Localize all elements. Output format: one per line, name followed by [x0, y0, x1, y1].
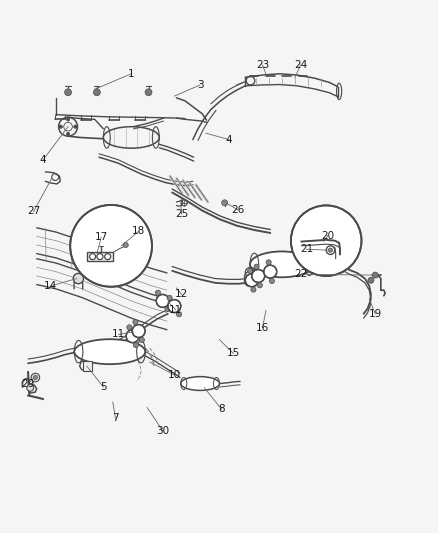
Text: 11: 11: [169, 304, 182, 314]
Text: 23: 23: [255, 60, 268, 70]
Circle shape: [250, 287, 255, 292]
Bar: [87, 252, 113, 261]
Text: 1: 1: [128, 69, 134, 79]
Circle shape: [97, 254, 102, 260]
Circle shape: [263, 265, 276, 278]
Text: 25: 25: [175, 209, 188, 219]
Circle shape: [254, 264, 258, 269]
Circle shape: [66, 132, 70, 136]
Text: 22: 22: [294, 269, 307, 279]
Circle shape: [145, 89, 152, 96]
Circle shape: [89, 254, 95, 260]
Text: 18: 18: [132, 226, 145, 236]
Text: 8: 8: [218, 405, 224, 414]
Circle shape: [245, 274, 258, 287]
Text: 14: 14: [44, 281, 57, 291]
Circle shape: [247, 268, 252, 273]
Circle shape: [70, 205, 152, 287]
Text: 21: 21: [299, 244, 312, 254]
Circle shape: [371, 272, 378, 278]
Circle shape: [133, 343, 138, 348]
Circle shape: [221, 200, 227, 206]
Circle shape: [132, 325, 145, 337]
Circle shape: [290, 205, 360, 276]
Text: 30: 30: [156, 426, 169, 436]
Text: 24: 24: [293, 60, 306, 70]
Circle shape: [367, 277, 373, 283]
Circle shape: [64, 89, 71, 96]
Circle shape: [156, 294, 169, 308]
Text: 20: 20: [321, 231, 334, 240]
Circle shape: [126, 330, 139, 343]
Circle shape: [93, 89, 100, 96]
Circle shape: [155, 290, 160, 295]
Circle shape: [251, 270, 264, 282]
Text: 12: 12: [175, 289, 188, 300]
Circle shape: [167, 300, 180, 312]
Circle shape: [166, 295, 172, 301]
Text: 19: 19: [368, 309, 381, 319]
Text: 15: 15: [226, 349, 239, 358]
Circle shape: [73, 273, 83, 284]
Text: 4: 4: [40, 155, 46, 165]
Circle shape: [176, 312, 181, 317]
Text: 26: 26: [230, 205, 244, 215]
Circle shape: [127, 325, 132, 330]
Text: 27: 27: [27, 206, 40, 216]
Text: 11: 11: [112, 329, 125, 340]
Text: 3: 3: [196, 80, 203, 90]
Bar: [82, 361, 92, 370]
Circle shape: [74, 125, 77, 128]
Circle shape: [27, 384, 34, 391]
Circle shape: [59, 125, 62, 128]
Circle shape: [257, 282, 262, 288]
Circle shape: [33, 375, 37, 379]
Circle shape: [265, 260, 271, 265]
Circle shape: [328, 248, 332, 252]
Text: 10: 10: [167, 370, 180, 380]
Circle shape: [123, 243, 128, 247]
Circle shape: [31, 373, 39, 382]
Text: 4: 4: [225, 135, 232, 144]
Text: 16: 16: [255, 322, 268, 333]
Ellipse shape: [180, 377, 219, 390]
Circle shape: [104, 254, 110, 260]
Text: 29: 29: [21, 378, 35, 389]
Circle shape: [165, 306, 170, 312]
Circle shape: [313, 262, 318, 267]
Circle shape: [269, 278, 274, 284]
Text: 7: 7: [112, 413, 118, 423]
Text: 17: 17: [94, 232, 108, 242]
Circle shape: [139, 337, 144, 343]
Ellipse shape: [74, 339, 145, 364]
Circle shape: [133, 320, 138, 325]
Circle shape: [66, 118, 70, 121]
Text: 5: 5: [100, 382, 106, 392]
Ellipse shape: [250, 252, 313, 277]
